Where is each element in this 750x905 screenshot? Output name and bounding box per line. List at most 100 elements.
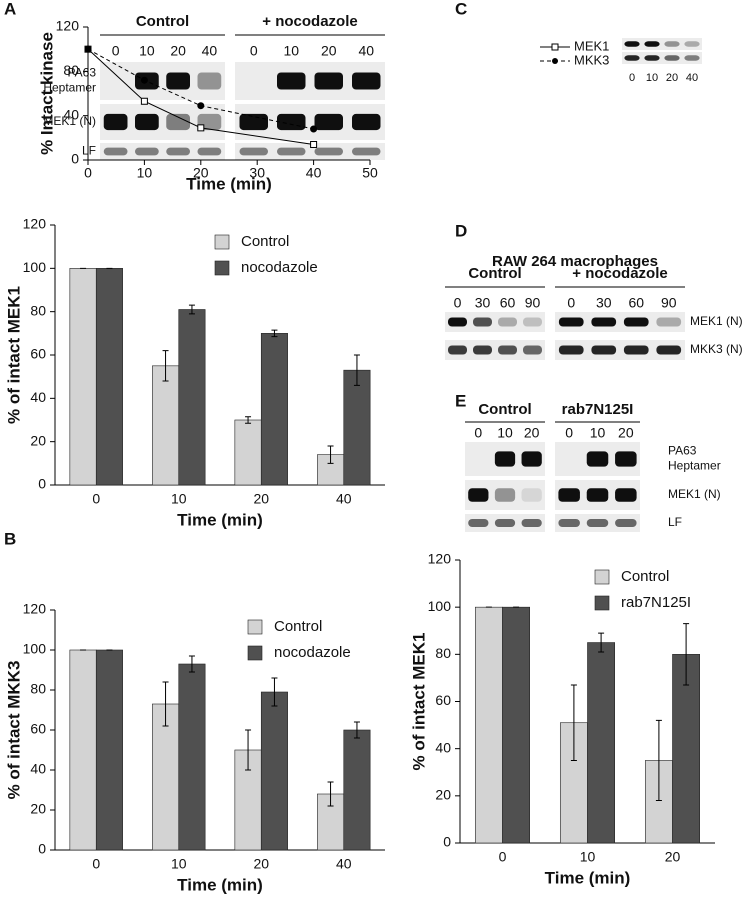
- blot-band: [468, 518, 489, 528]
- panel-label: E: [455, 391, 466, 410]
- panel-label: B: [4, 529, 16, 548]
- lane-label: 20: [170, 43, 186, 59]
- blot-band: [615, 451, 637, 467]
- y-tick-label: 0: [71, 151, 79, 167]
- x-tick-label: 10: [171, 856, 187, 872]
- blot-band: [166, 113, 190, 131]
- legend-swatch: [247, 619, 263, 635]
- legend-swatch: [214, 260, 230, 276]
- blot-band: [615, 488, 637, 502]
- error-bar: [271, 329, 278, 338]
- bar: [343, 729, 371, 851]
- group-label: + nocodazole: [262, 13, 357, 30]
- y-tick-label: 80: [435, 645, 451, 661]
- blot-band: [135, 113, 159, 131]
- legend-label: Control: [621, 568, 669, 585]
- blot-strip: [555, 340, 685, 360]
- marker: [84, 45, 92, 53]
- blot-band: [166, 147, 190, 156]
- y-tick-label: 20: [30, 801, 46, 817]
- blot-band: [103, 147, 128, 156]
- blot-band: [558, 488, 580, 502]
- row-label: LF: [668, 515, 682, 529]
- bar: [343, 369, 371, 486]
- blot-band: [473, 317, 492, 327]
- series-line: [87, 48, 314, 130]
- lane-label: 20: [524, 425, 540, 441]
- blot-band: [314, 147, 343, 156]
- blot-band: [494, 518, 516, 528]
- x-axis-title: Time (min): [177, 875, 263, 894]
- blot-band: [135, 147, 159, 156]
- lane-label: 30: [596, 295, 612, 311]
- error-bar: [188, 304, 195, 315]
- blot-band: [521, 518, 542, 528]
- blot-band: [644, 55, 660, 61]
- x-axis-title: Time (min): [186, 174, 272, 193]
- y-tick-label: 80: [63, 62, 79, 78]
- group-label: Control: [136, 13, 189, 30]
- marker: [310, 125, 318, 133]
- row-label: Heptamer: [668, 459, 721, 473]
- x-tick-label: 20: [253, 491, 269, 507]
- blot-band: [494, 451, 516, 467]
- lane-label: 0: [629, 72, 635, 84]
- blot-band: [166, 72, 190, 90]
- blot-band: [664, 55, 680, 61]
- error-bar: [162, 350, 169, 382]
- lane-label: 90: [525, 295, 541, 311]
- blot-band: [314, 113, 343, 131]
- error-bar: [245, 416, 252, 424]
- y-tick-label: 100: [428, 598, 452, 614]
- row-label: PA63: [68, 66, 97, 80]
- bar: [152, 365, 180, 486]
- blot-band: [586, 518, 609, 528]
- bar: [502, 606, 531, 844]
- blot-band: [352, 113, 381, 131]
- blot-band: [624, 41, 640, 47]
- lane-label: 10: [139, 43, 155, 59]
- y-tick-label: 100: [23, 641, 47, 657]
- lane-label: 90: [661, 295, 677, 311]
- y-tick-label: 0: [38, 841, 46, 857]
- y-tick-label: 40: [30, 761, 46, 777]
- blot-band: [656, 345, 682, 355]
- blot-band: [521, 451, 542, 467]
- bar: [587, 642, 616, 844]
- y-axis-title: % of intact MKK3: [4, 661, 23, 800]
- blot-band: [656, 317, 682, 327]
- legend-label: MKK3: [574, 52, 609, 67]
- y-tick-label: 20: [30, 432, 46, 448]
- blot-band: [473, 345, 492, 355]
- blot-band: [277, 147, 306, 156]
- y-tick-label: 0: [38, 476, 46, 492]
- blot-strip: [622, 52, 702, 64]
- y-tick-label: 120: [23, 216, 47, 232]
- y-axis-title: % of intact MEK1: [4, 286, 23, 424]
- legend-label: nocodazole: [274, 644, 351, 661]
- row-label: PA63: [668, 444, 697, 458]
- blot-band: [623, 345, 649, 355]
- legend-marker: [551, 43, 559, 51]
- x-tick-label: 0: [84, 165, 92, 181]
- error-bar: [353, 721, 360, 739]
- legend-label: MEK1: [574, 38, 609, 53]
- blot-band: [591, 317, 617, 327]
- marker: [197, 102, 205, 110]
- lane-label: 10: [283, 43, 299, 59]
- blot-band: [239, 113, 268, 131]
- lane-label: 20: [321, 43, 337, 59]
- blot-band: [684, 41, 700, 47]
- x-tick-label: 20: [253, 856, 269, 872]
- legend-swatch: [247, 645, 263, 661]
- lane-label: 0: [567, 295, 575, 311]
- legend-swatch: [594, 595, 610, 611]
- y-tick-label: 80: [30, 681, 46, 697]
- x-tick-label: 10: [171, 491, 187, 507]
- lane-label: 0: [474, 425, 482, 441]
- blot-band: [684, 55, 700, 61]
- bar: [260, 691, 288, 851]
- blot-band: [644, 41, 660, 47]
- blot-strip: [622, 38, 702, 50]
- x-tick-label: 40: [336, 491, 352, 507]
